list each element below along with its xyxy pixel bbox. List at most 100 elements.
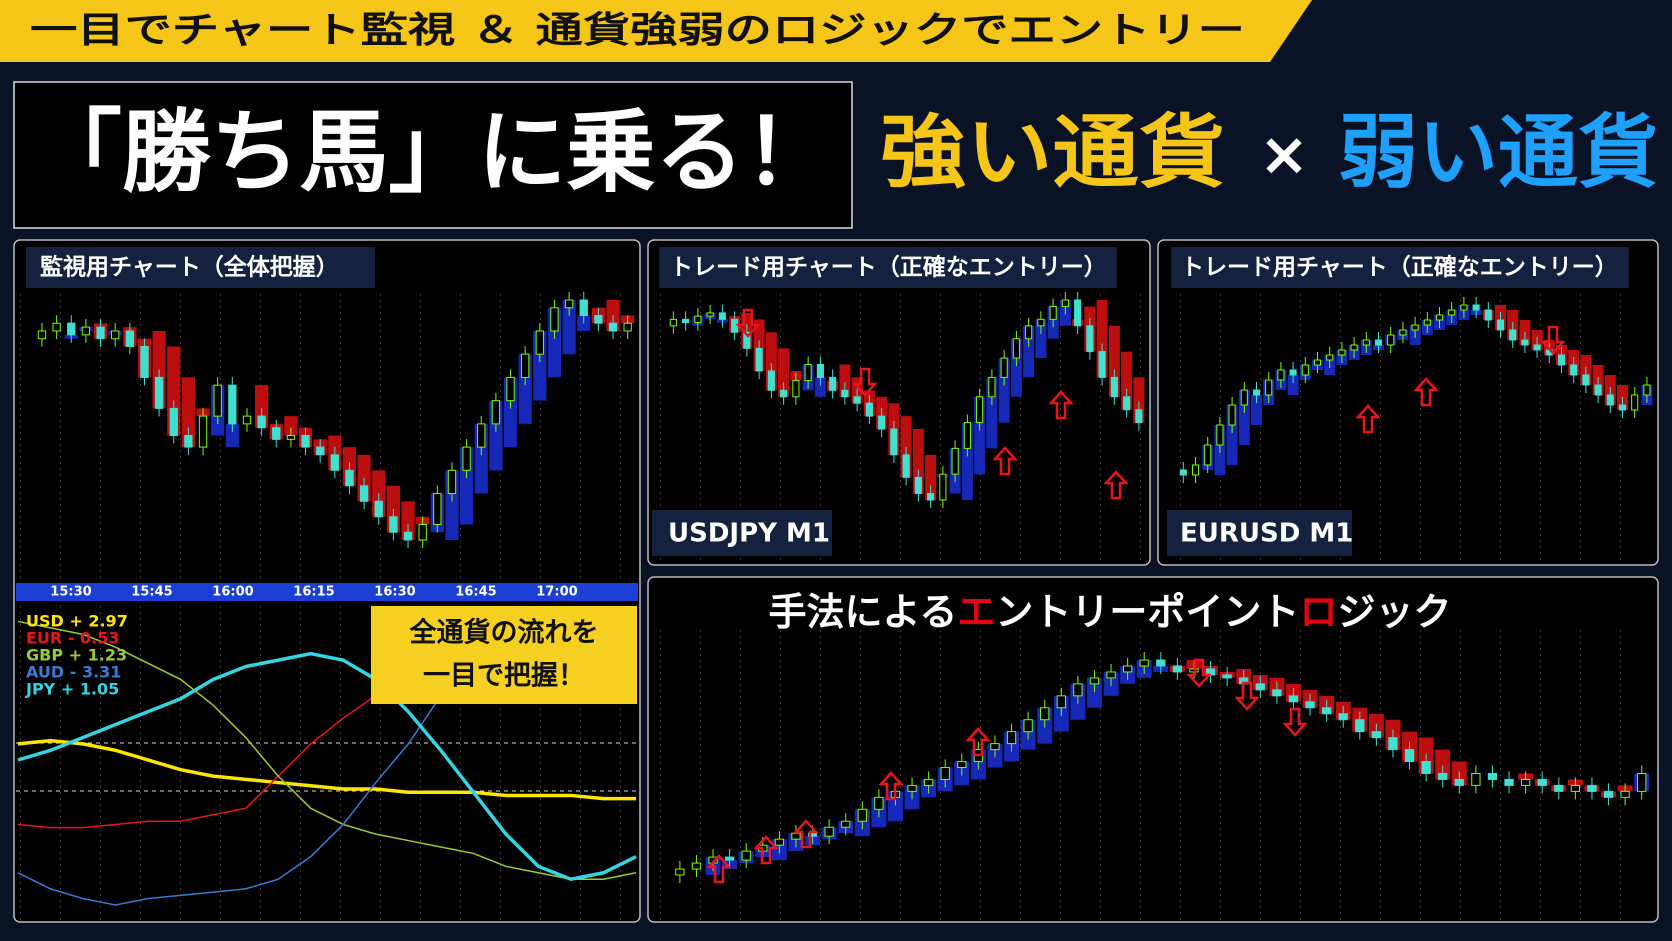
candle-body bbox=[718, 312, 726, 320]
panel-title-box bbox=[659, 247, 1117, 288]
candle-body bbox=[951, 447, 959, 475]
candle-body bbox=[957, 761, 967, 768]
candle-body bbox=[550, 307, 559, 332]
candle-body bbox=[1471, 772, 1481, 786]
candle-body bbox=[1448, 309, 1456, 316]
candle-body bbox=[81, 326, 91, 336]
candle-body bbox=[1265, 379, 1273, 396]
time-tick-label: 16:15 bbox=[293, 585, 334, 600]
candle-body bbox=[1438, 772, 1448, 780]
candle-body bbox=[1374, 339, 1383, 346]
candle-body bbox=[491, 400, 501, 425]
candle-body bbox=[923, 778, 934, 786]
candle-body bbox=[1277, 369, 1285, 381]
symbol-label-box bbox=[1167, 510, 1352, 556]
candle-body bbox=[1460, 304, 1468, 311]
candle-body bbox=[1074, 299, 1082, 327]
candle-body bbox=[418, 524, 427, 541]
candle-body bbox=[1496, 319, 1505, 331]
candle-body bbox=[1620, 790, 1630, 798]
candle-body bbox=[1123, 396, 1131, 411]
title-part: ロ bbox=[1299, 590, 1337, 634]
candle-body bbox=[1301, 364, 1309, 376]
candle-body bbox=[816, 364, 824, 378]
strength-line bbox=[17, 738, 636, 801]
candle-body bbox=[125, 330, 134, 347]
candle-body bbox=[1618, 404, 1627, 411]
candle-body bbox=[1411, 324, 1419, 331]
candle-body bbox=[1222, 674, 1232, 679]
title-part: エ bbox=[957, 590, 995, 634]
legend-entry: AUD - 3.31 bbox=[26, 663, 121, 682]
candle-body bbox=[272, 427, 281, 440]
candle-body bbox=[1025, 325, 1033, 340]
candle-body bbox=[1086, 325, 1094, 353]
candle-body bbox=[755, 347, 763, 372]
candle-body bbox=[1204, 444, 1212, 466]
candle-body bbox=[1061, 299, 1069, 307]
candle-body bbox=[1371, 731, 1382, 739]
candle-body bbox=[1000, 357, 1008, 378]
candle-body bbox=[37, 330, 47, 340]
candle-body bbox=[1272, 689, 1282, 697]
candle-body bbox=[286, 434, 296, 440]
legend-entry: JPY + 1.05 bbox=[25, 680, 119, 699]
candle-body bbox=[345, 469, 354, 487]
candle-body bbox=[506, 376, 515, 402]
candle-body bbox=[1049, 305, 1057, 320]
candle-body bbox=[1098, 351, 1106, 378]
candle-body bbox=[1509, 329, 1517, 341]
candle-body bbox=[669, 318, 677, 327]
candle-body bbox=[1421, 761, 1431, 774]
candle-body bbox=[976, 396, 984, 424]
legend-entry: EUR - 0.53 bbox=[26, 629, 120, 648]
symbol-label: EURUSD M1 bbox=[1180, 519, 1353, 549]
title-part: 手法による bbox=[769, 590, 958, 634]
candle-body bbox=[1305, 701, 1315, 709]
candle-body bbox=[330, 454, 339, 471]
candle-body bbox=[1313, 359, 1322, 366]
candle-body bbox=[865, 402, 873, 417]
candle-body bbox=[1435, 314, 1444, 321]
candle-body bbox=[1399, 329, 1407, 336]
candle-body bbox=[907, 784, 917, 792]
times: × bbox=[1259, 120, 1309, 190]
candle-body bbox=[1056, 695, 1066, 709]
candle-body bbox=[1288, 695, 1299, 703]
candle-body bbox=[791, 832, 801, 840]
candle-body bbox=[853, 396, 861, 404]
strong-currency: 強い通貨 bbox=[880, 106, 1225, 199]
candle-body bbox=[301, 434, 310, 448]
candle-body bbox=[1139, 659, 1149, 667]
panel-title: トレード用チャート（正確なエントリー） bbox=[1181, 254, 1618, 281]
candle-body bbox=[1172, 665, 1183, 673]
candle-body bbox=[1631, 394, 1639, 411]
time-tick-label: 16:45 bbox=[455, 585, 496, 600]
headline: 「勝ち馬」に乗る！ bbox=[33, 100, 833, 205]
candle-body bbox=[447, 469, 457, 495]
title-part: ジック bbox=[1337, 590, 1451, 634]
candle-body bbox=[1537, 778, 1547, 786]
candle-body bbox=[1006, 731, 1017, 745]
time-tick-label: 15:30 bbox=[50, 585, 91, 600]
candle-body bbox=[874, 796, 884, 810]
candle-body bbox=[914, 476, 922, 495]
time-tick-label: 15:45 bbox=[131, 585, 172, 600]
candle-body bbox=[1388, 737, 1398, 751]
candle-body bbox=[52, 322, 61, 332]
candle-body bbox=[1179, 469, 1187, 476]
symbol-label: USDJPY M1 bbox=[668, 519, 830, 549]
weak-currency: 弱い通貨 bbox=[1338, 106, 1658, 199]
strength-line bbox=[17, 651, 637, 882]
candle-body bbox=[990, 743, 1000, 751]
candle-body bbox=[535, 330, 544, 355]
symbol-label-box bbox=[652, 510, 832, 556]
banner-title: 一目でチャート監視 ＆ 通貨強弱のロジックでエントリー bbox=[30, 10, 1245, 51]
candle-body bbox=[890, 428, 898, 456]
candle-body bbox=[1255, 683, 1265, 691]
candle-body bbox=[1289, 369, 1297, 376]
strength-line bbox=[17, 620, 637, 880]
candle-body bbox=[1355, 719, 1365, 733]
candle-body bbox=[433, 493, 442, 526]
candle-body bbox=[1012, 338, 1020, 359]
